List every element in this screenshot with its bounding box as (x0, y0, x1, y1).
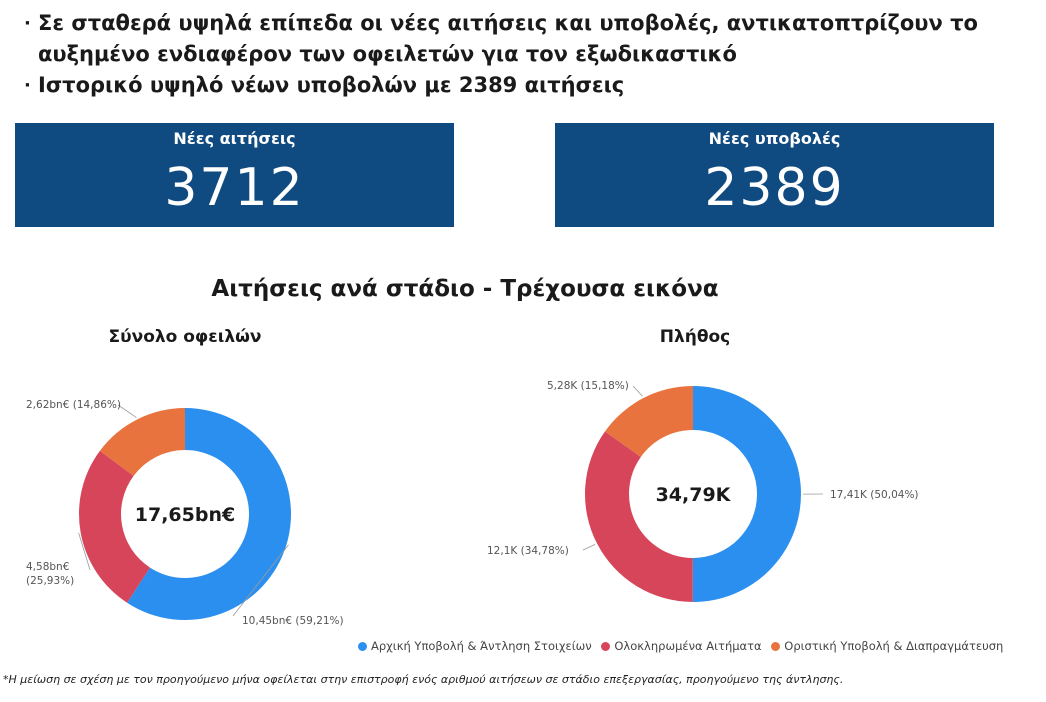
kpi-label: Νέες αιτήσεις (173, 129, 296, 148)
donut-slice-1[interactable] (127, 408, 292, 620)
label-leader-line (117, 404, 137, 418)
legend-label: Οριστική Υποβολή & Διαπραγμάτευση (784, 639, 1004, 653)
kpi-value: 3712 (164, 158, 305, 218)
data-label: 17,41K (50,04%) (830, 489, 919, 501)
donut-slice-2[interactable] (585, 431, 693, 602)
label-leader-line (232, 544, 289, 617)
kpi-label: Νέες υποβολές (708, 129, 841, 148)
legend-swatch (601, 642, 611, 651)
bullet-item: · Ιστορικό υψηλό νέων υποβολών με 2389 αι… (24, 73, 625, 97)
kpi-card-new-applications: Νέες αιτήσεις 3712 (15, 123, 454, 227)
bullet-item: · Σε σταθερά υψηλά επίπεδα οι νέες αιτήσε… (24, 11, 978, 35)
chart-subtitle-count: Πλήθος (659, 327, 731, 347)
legend-item[interactable]: Ολοκληρωμένα Αιτήματα (601, 639, 762, 653)
donut-slice-3[interactable] (604, 386, 693, 457)
bullet-text: Σε σταθερά υψηλά επίπεδα οι νέες αιτήσει… (38, 11, 978, 35)
data-label: 12,1K (34,78%) (487, 545, 569, 557)
legend-item[interactable]: Οριστική Υποβολή & Διαπραγμάτευση (771, 639, 1003, 653)
legend-swatch (358, 642, 367, 651)
legend-label: Ολοκληρωμένα Αιτήματα (614, 639, 762, 653)
label-leader-line (78, 532, 91, 571)
footnote: *Η μείωση σε σχέση με τον προηγούμενο μή… (3, 673, 844, 686)
bullet-list: · Σε σταθερά υψηλά επίπεδα οι νέες αιτήσε… (22, 8, 1032, 101)
kpi-value: 2389 (704, 158, 845, 218)
data-label: 5,28K (15,18%) (547, 380, 629, 392)
bullet-item: αυξημένο ενδιαφέρον των οφειλετών για το… (22, 39, 1032, 70)
bullet-text: Ιστορικό υψηλό νέων υποβολών με 2389 αιτ… (38, 73, 625, 97)
label-leader-line (582, 543, 596, 551)
bullet-text: αυξημένο ενδιαφέρον των οφειλετών για το… (38, 42, 737, 66)
legend-item[interactable]: Αρχική Υποβολή & Άντληση Στοιχείων (358, 639, 592, 653)
legend-swatch (771, 642, 781, 651)
donut-slice-3[interactable] (99, 408, 185, 476)
data-label: (25,93%) (26, 575, 74, 587)
section-title: Αιτήσεις ανά στάδιο - Τρέχουσα εικόνα (211, 276, 719, 302)
data-label: 2,62bn€ (14,86%) (26, 399, 121, 411)
donut-slice-2[interactable] (78, 450, 151, 603)
data-label: 10,45bn€ (59,21%) (242, 615, 344, 627)
donut-slice-1[interactable] (692, 386, 801, 602)
label-leader-line (632, 385, 643, 397)
donut-center-total: 17,65bn€ (135, 504, 235, 526)
legend-label: Αρχική Υποβολή & Άντληση Στοιχείων (371, 639, 592, 653)
donut-center-total: 34,79K (656, 484, 732, 506)
chart-subtitle-total-debt: Σύνολο οφειλών (108, 327, 262, 347)
kpi-card-new-submissions: Νέες υποβολές 2389 (555, 123, 994, 227)
data-label: 4,58bn€ (26, 561, 69, 573)
chart-legend: Αρχική Υποβολή & Άντληση Στοιχείων Ολοκλ… (358, 639, 1009, 653)
